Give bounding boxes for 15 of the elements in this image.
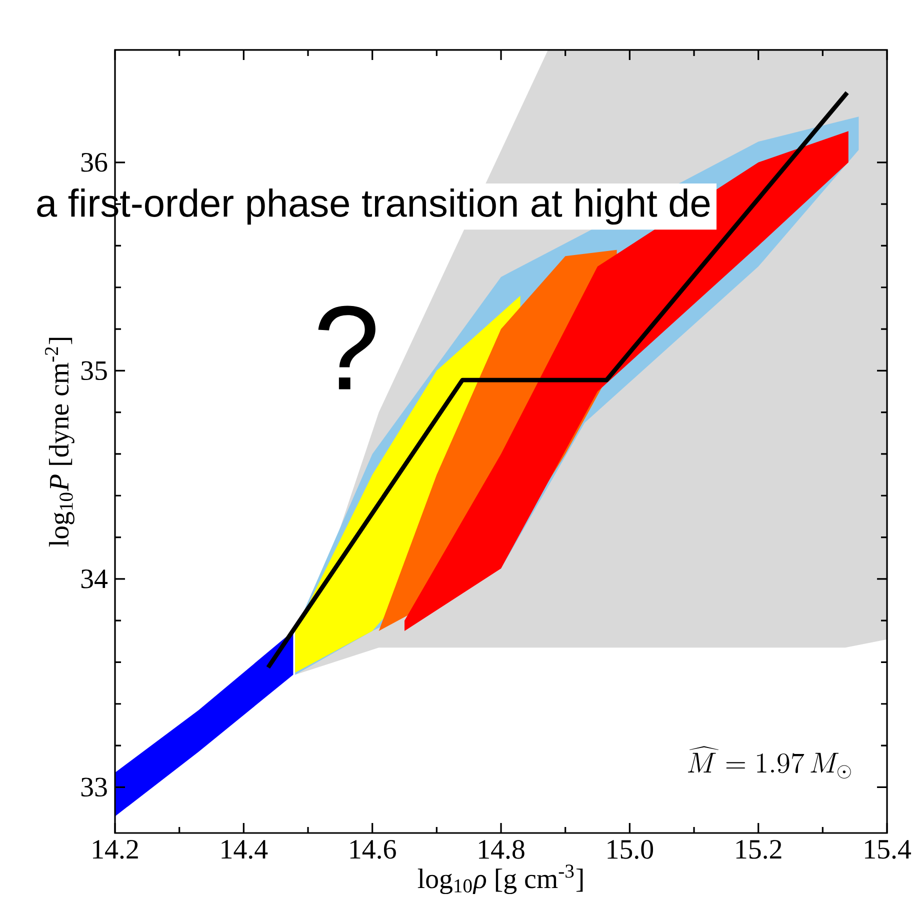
x-tick-label: 14.4 <box>222 840 268 859</box>
x-tick-label: 15.0 <box>608 840 654 859</box>
y-axis-title: log$_{10}$P [dyne cm$^{-2}$] <box>45 338 74 547</box>
x-tick-label: 15.2 <box>736 840 782 859</box>
y-tick-label: 35 <box>81 361 107 380</box>
y-tick-label: 36 <box>81 153 108 172</box>
x-axis-title: log$_{10}$ρ [g cm$^{-3}$] <box>418 864 583 894</box>
y-tick-label: 34 <box>81 570 108 588</box>
y-tick-label: 33 <box>81 778 107 797</box>
x-tick-label: 15.4 <box>865 840 912 859</box>
annotation: $\widehat{M} = 1.97\,M_\odot$ <box>688 746 851 778</box>
x-tick-label: 14.6 <box>350 840 396 859</box>
x-tick-label: 14.8 <box>479 840 524 859</box>
annotation: ? <box>318 306 376 390</box>
x-tick-label: 14.2 <box>93 840 138 859</box>
